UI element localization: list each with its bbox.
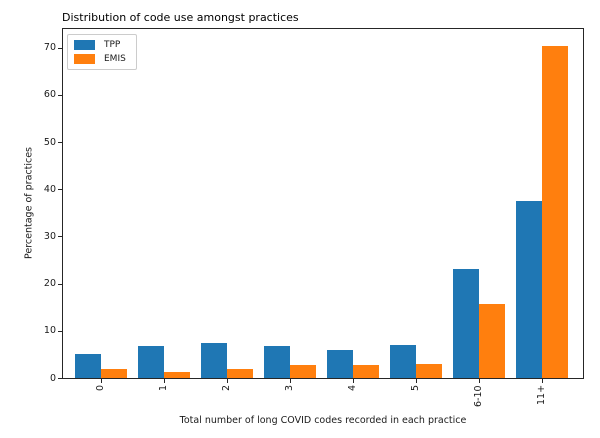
bar-tpp-5: [390, 345, 417, 378]
y-tick-mark: [58, 94, 62, 96]
bar-emis-5: [416, 363, 443, 378]
bar-tpp-4: [327, 349, 354, 378]
y-tick-mark: [58, 142, 62, 143]
bar-tpp-2: [201, 343, 228, 378]
x-tick-mark: [164, 379, 166, 383]
bar-emis-0: [101, 369, 128, 378]
legend-label: EMIS: [104, 54, 126, 64]
y-tick-label: 20: [43, 278, 56, 290]
chart-title: Distribution of code use amongst practic…: [62, 11, 299, 24]
y-tick-label: 40: [43, 183, 56, 195]
x-tick-mark: [353, 379, 355, 383]
legend-swatch-icon: [74, 40, 95, 50]
y-tick-label: 0: [49, 372, 56, 384]
bar-emis-1: [164, 372, 191, 378]
y-tick-label: 70: [43, 42, 56, 54]
legend-item-emis: EMIS: [74, 54, 126, 64]
y-tick-label: 60: [43, 89, 56, 101]
bar-emis-6-10: [479, 303, 506, 378]
x-tick-mark: [290, 379, 292, 383]
legend: TPP EMIS: [67, 34, 137, 70]
x-tick-mark: [101, 379, 103, 383]
bar-emis-4: [353, 365, 380, 378]
y-tick-label: 10: [43, 325, 56, 337]
y-tick-mark: [58, 283, 62, 285]
x-axis-label: Total number of long COVID codes recorde…: [179, 415, 467, 426]
y-tick-label: 30: [43, 230, 56, 242]
y-axis-label: Percentage of practices: [23, 146, 35, 260]
x-tick-mark: [227, 379, 229, 383]
x-tick-label: 5: [410, 384, 422, 391]
y-tick-mark: [58, 378, 62, 379]
bar-emis-2: [227, 369, 254, 378]
x-tick-mark: [479, 379, 481, 383]
bar-emis-3: [290, 364, 317, 378]
y-tick-mark: [58, 47, 62, 49]
x-tick-label: 0: [95, 384, 107, 391]
bar-tpp-6-10: [453, 268, 480, 378]
x-tick-label: 1: [158, 384, 170, 391]
bar-tpp-3: [264, 345, 291, 378]
bars-layer: [63, 29, 583, 378]
x-tick-label: 11+: [536, 384, 548, 405]
bar-tpp-0: [75, 353, 102, 378]
x-tick-mark: [416, 379, 418, 383]
bar-tpp-1: [138, 345, 165, 378]
legend-item-tpp: TPP: [74, 40, 126, 50]
x-tick-mark: [542, 379, 544, 383]
bar-emis-11+: [542, 46, 569, 378]
bar-tpp-11+: [516, 201, 543, 378]
y-tick-label: 50: [43, 136, 56, 148]
x-tick-label: 6-10: [473, 385, 485, 407]
y-tick-mark: [58, 236, 62, 238]
y-tick-mark: [58, 330, 62, 332]
legend-swatch-icon: [74, 54, 95, 64]
x-tick-label: 2: [221, 384, 233, 391]
legend-label: TPP: [104, 40, 121, 50]
x-tick-label: 4: [347, 384, 359, 391]
x-tick-label: 3: [284, 384, 296, 391]
y-tick-mark: [58, 189, 62, 191]
plot-area: TPP EMIS: [62, 28, 584, 379]
